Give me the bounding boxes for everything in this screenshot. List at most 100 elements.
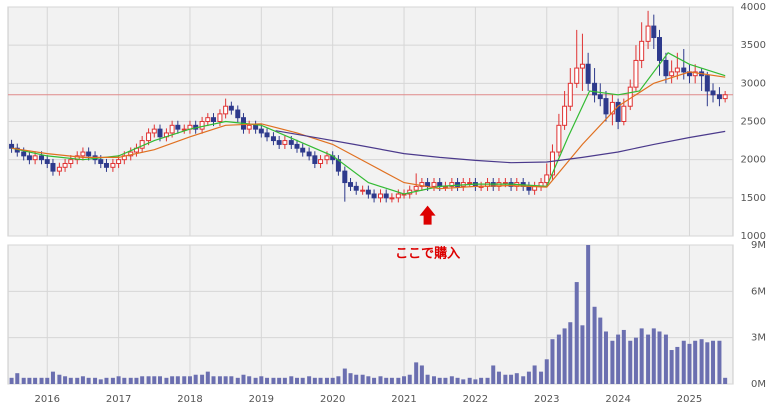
x-tick-label: 2022 [463,394,488,405]
volume-tick-label: 9M [751,240,766,251]
candle-body [110,162,116,168]
candle-body [50,162,56,172]
x-tick-label: 2024 [605,394,630,405]
volume-bar [669,350,674,384]
volume-bar [628,340,633,384]
volume-bar [307,376,312,384]
volume-bar [663,334,668,384]
volume-bar [514,373,519,384]
volume-bar [300,377,305,384]
volume-bar [175,376,180,384]
candle-body [669,71,675,77]
candle-body [574,67,580,84]
volume-bar [532,365,537,384]
candle-body [318,159,324,164]
candle-body [235,109,241,119]
volume-bar [550,339,555,384]
volume-bar [598,317,603,384]
candle-body [681,67,687,73]
volume-bar [455,377,460,384]
candle-body [211,117,217,123]
candle-body [44,159,50,164]
volume-bar [461,379,466,384]
candle-body [98,159,104,164]
candle-body [324,155,330,161]
volume-bar [200,374,205,384]
candle-body [157,128,163,138]
volume-bar [205,371,210,384]
volume-bar [187,376,192,384]
candle-body [627,86,633,107]
candle-body [704,75,710,92]
candle-body [151,128,157,134]
candle-body [306,151,312,157]
candle-body [371,193,377,199]
volume-bar [621,329,626,384]
candle-body [217,113,223,123]
x-tick-label: 2023 [534,394,559,405]
candle-body [633,59,639,88]
volume-bar [586,245,591,384]
volume-bar [479,377,484,384]
volume-bar [324,377,329,384]
y-tick-label: 4000 [741,2,766,13]
volume-bar [354,374,359,384]
x-tick-label: 2019 [249,394,274,405]
y-tick-label: 2500 [741,117,766,128]
volume-bar [407,374,412,384]
candle-body [585,63,591,84]
volume-bar [503,374,508,384]
volume-bar [271,377,276,384]
candle-body [639,40,645,61]
candle-body [455,182,461,187]
volume-bar [182,376,187,384]
volume-bar [116,376,121,384]
volume-bar [45,377,50,384]
candle-body [377,193,383,199]
volume-tick-label: 0M [751,379,766,390]
volume-bar [693,340,698,384]
volume-bar [295,377,300,384]
volume-bar [366,376,371,384]
volume-bar [68,377,73,384]
candle-body [103,162,109,168]
y-tick-label: 2000 [741,155,766,166]
candle-body [657,37,663,61]
volume-bar [33,377,38,384]
volume-bar [128,377,133,384]
volume-bar [241,374,246,384]
volume-bar [509,374,514,384]
volume-bar [378,376,383,384]
volume-bar [342,368,347,384]
candle-body [26,155,32,161]
candle-body [544,174,550,184]
volume-bar [27,377,32,384]
volume-bar [140,376,145,384]
candle-body [556,124,562,153]
volume-tick-label: 6M [751,286,766,297]
volume-bar [425,374,430,384]
volume-bar [526,371,531,384]
volume-bar [277,377,282,384]
candle-body [467,182,473,185]
volume-bar [152,376,157,384]
candle-body [39,155,45,161]
candle-body [282,140,288,145]
candle-body [264,132,270,138]
volume-bar [164,377,169,384]
candle-body [56,166,62,172]
x-tick-label: 2016 [35,394,60,405]
candle-body [21,151,27,157]
candle-body [175,124,181,130]
volume-bar [639,328,644,384]
y-tick-label: 3500 [741,40,766,51]
candle-body [360,189,366,192]
candle-body [288,140,294,145]
candle-body [146,132,152,142]
volume-bar [75,377,80,384]
volume-bar [651,328,656,384]
volume-bar [289,376,294,384]
candle-body [562,105,568,126]
y-tick-label: 1500 [741,193,766,204]
